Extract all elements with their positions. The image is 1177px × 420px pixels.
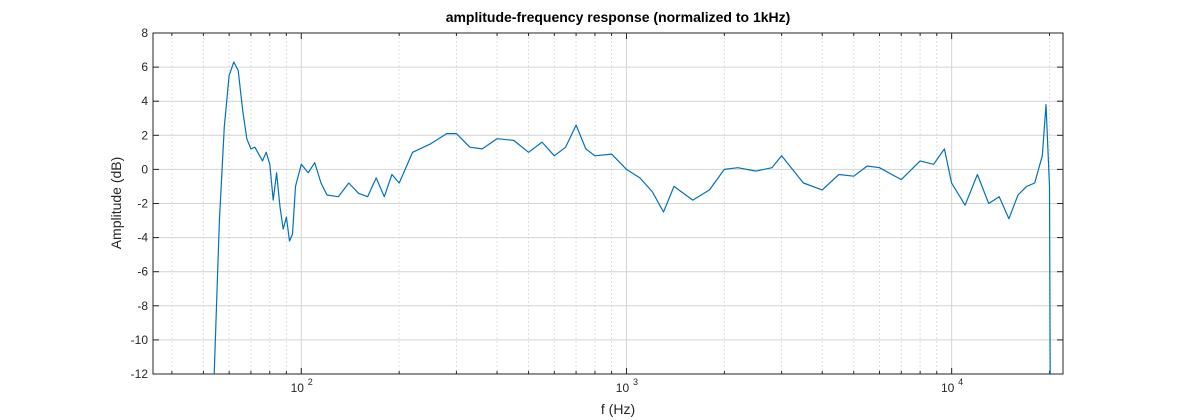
y-tick-label: 6 [141, 60, 148, 74]
y-tick-label: 4 [141, 94, 148, 108]
x-tick-label: 10 [616, 381, 630, 395]
y-tick-label: 8 [141, 26, 148, 40]
x-tick-label: 10 [291, 381, 305, 395]
x-tick-label-exponent: 4 [958, 377, 963, 387]
minor-grid [171, 33, 1051, 374]
y-tick-label: -6 [137, 265, 148, 279]
y-tick-label: -4 [137, 231, 148, 245]
x-tick-labels: 10 2 10 3 10 4 [291, 377, 964, 395]
y-tick-label: -10 [131, 333, 149, 347]
major-grid [153, 32, 1063, 375]
y-axis-label: Amplitude (dB) [108, 157, 124, 250]
x-tick-label-exponent: 3 [633, 377, 638, 387]
y-tick-label: -2 [137, 197, 148, 211]
series-group [213, 61, 1051, 375]
series-line [213, 61, 1051, 375]
chart-title: amplitude-frequency response (normalized… [446, 9, 791, 25]
x-tick-label-exponent: 2 [308, 377, 313, 387]
axis-ticks [153, 32, 1063, 375]
y-tick-labels: 8 6 4 2 0 -2 -4 -6 -8 -10 -12 [131, 26, 149, 381]
x-tick-label: 10 [941, 381, 955, 395]
x-axis-label: f (Hz) [601, 401, 635, 417]
y-tick-label: 0 [141, 162, 148, 176]
y-tick-label: 2 [141, 128, 148, 142]
y-tick-label: -8 [137, 299, 148, 313]
y-tick-label: -12 [131, 367, 149, 381]
